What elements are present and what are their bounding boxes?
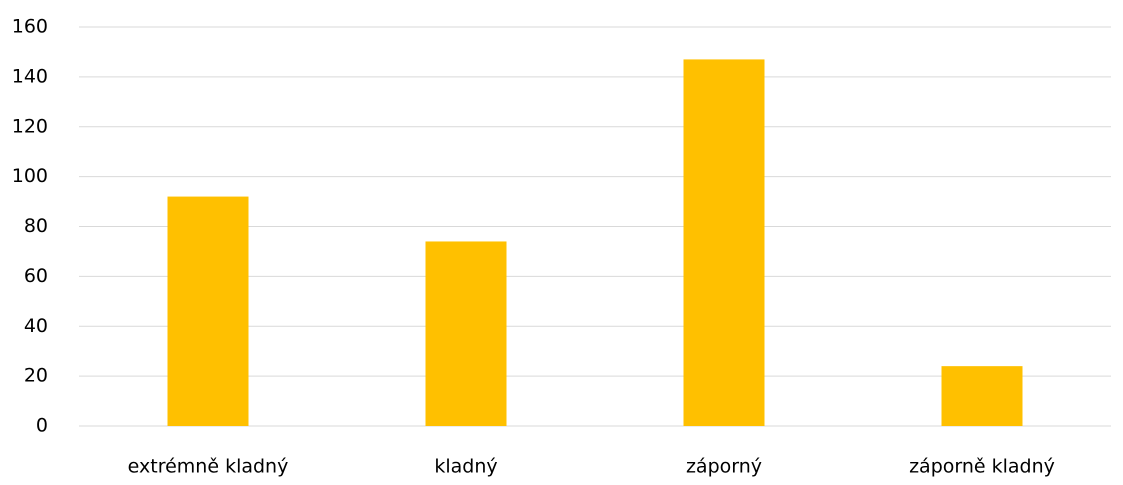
y-tick-label: 160: [12, 16, 48, 38]
bar: [425, 241, 507, 426]
y-tick-label: 40: [24, 315, 48, 337]
y-tick-label: 140: [12, 65, 48, 87]
y-tick-label: 0: [36, 415, 48, 437]
x-tick-label: záporný: [686, 456, 762, 478]
y-tick-label: 20: [24, 365, 48, 387]
bar: [683, 59, 765, 426]
x-tick-label: kladný: [434, 456, 497, 478]
bar: [941, 366, 1023, 426]
y-tick-label: 100: [12, 165, 48, 187]
y-tick-label: 120: [12, 115, 48, 137]
y-tick-label: 80: [24, 215, 48, 237]
x-tick-label: záporně kladný: [909, 456, 1055, 478]
bar: [167, 196, 249, 426]
x-tick-label: extrémně kladný: [128, 456, 289, 478]
y-tick-label: 60: [24, 265, 48, 287]
